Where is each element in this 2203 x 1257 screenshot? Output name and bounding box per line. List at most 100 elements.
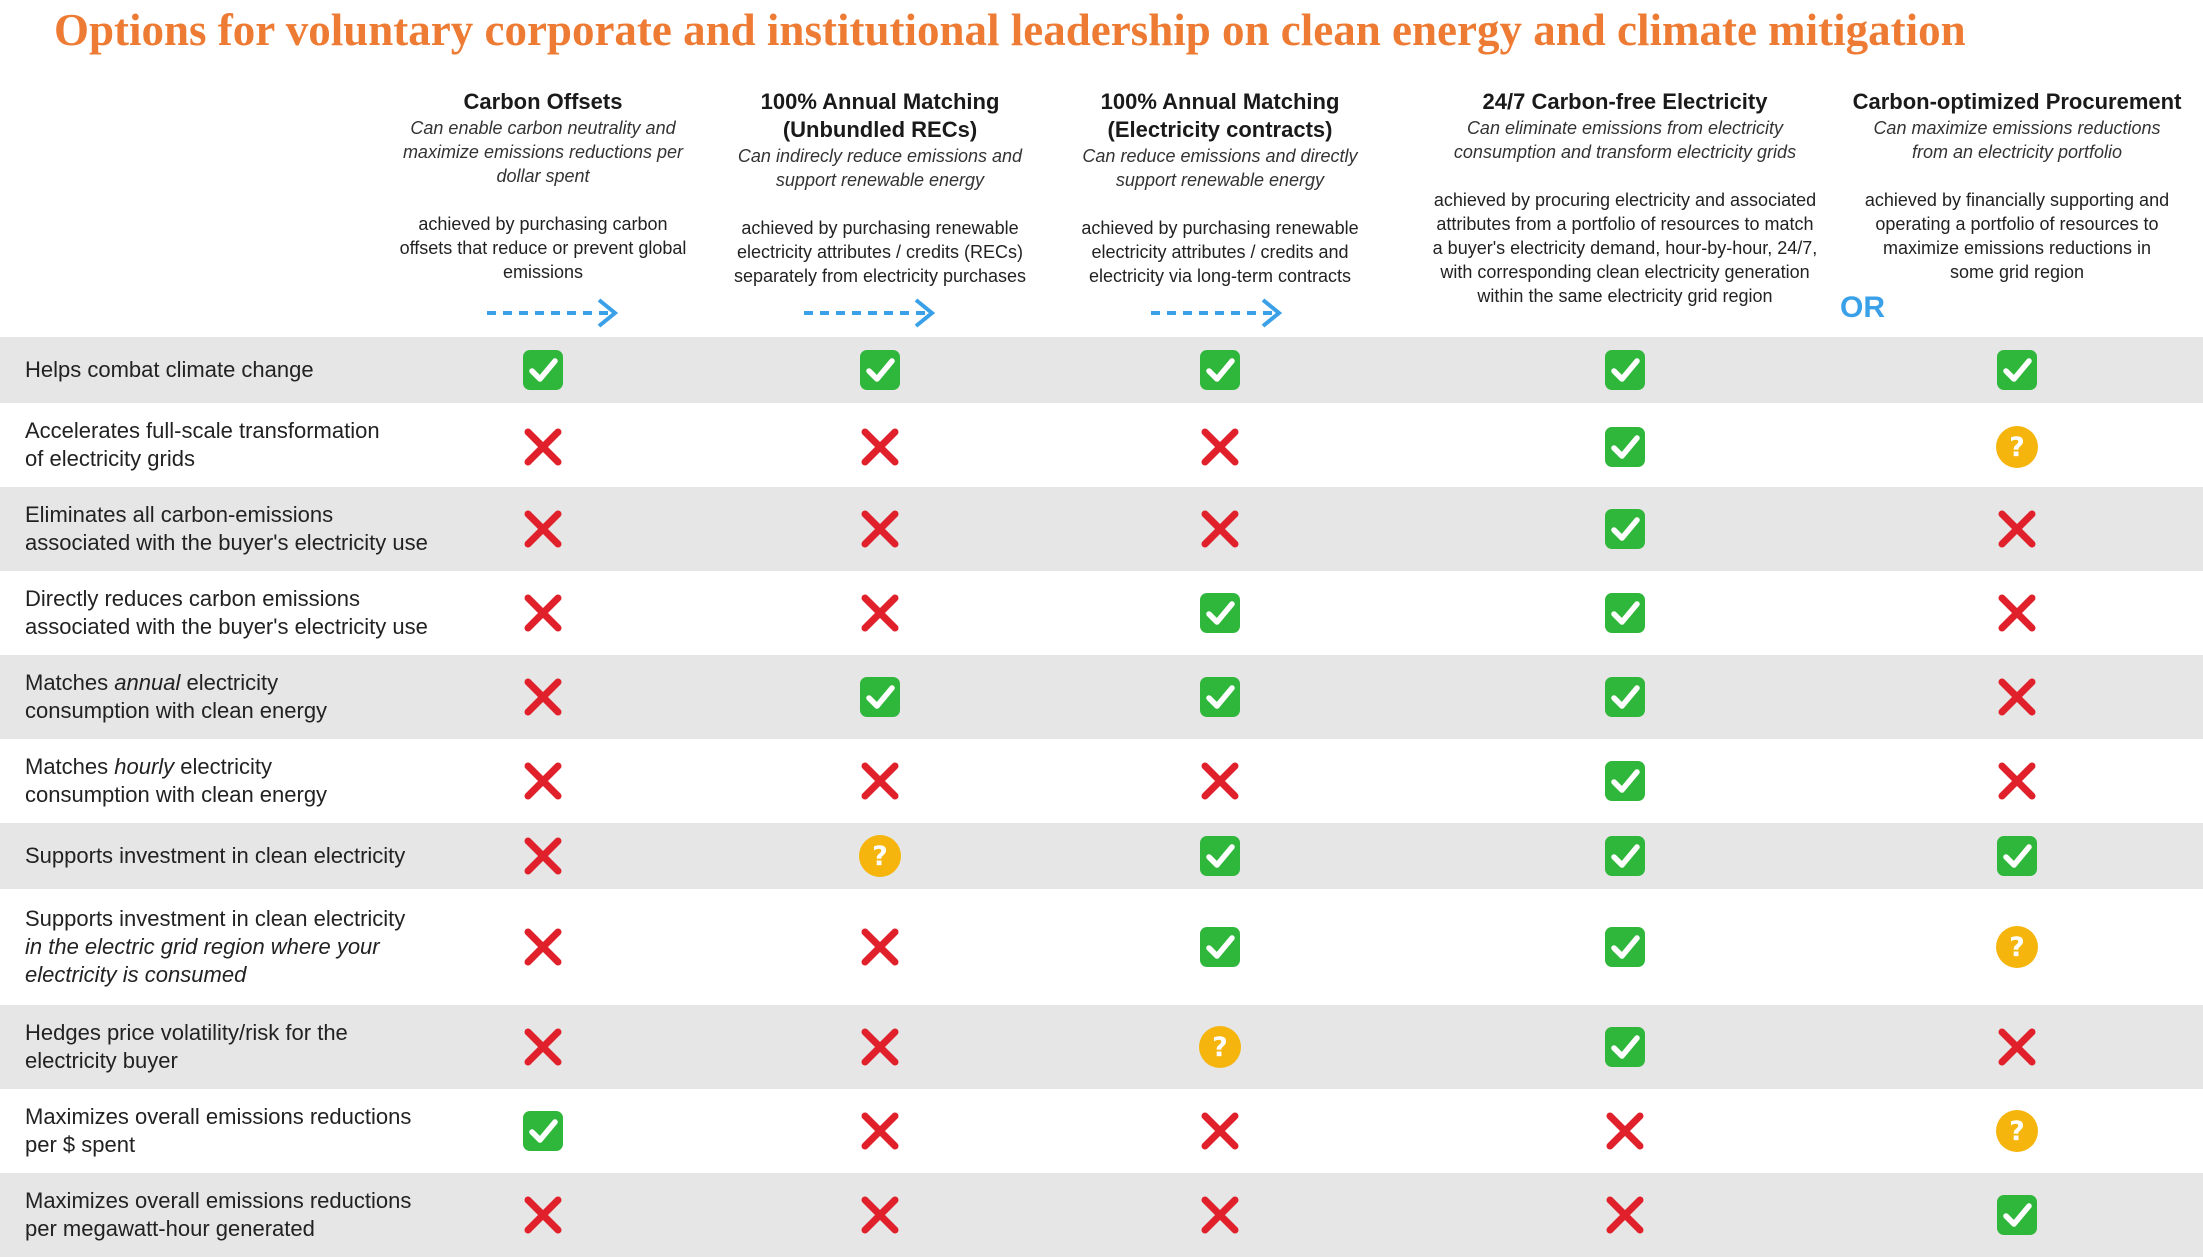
check-icon bbox=[521, 348, 565, 392]
table-row: Eliminates all carbon-emissions associate… bbox=[0, 487, 2203, 571]
check-icon bbox=[1603, 834, 1647, 878]
table-row: Maximizes overall emissions reductions pe… bbox=[0, 1173, 2203, 1257]
column-title: 100% Annual Matching (Unbundled RECs) bbox=[710, 88, 1050, 144]
row-label-line: consumption with clean energy bbox=[25, 697, 327, 725]
check-icon bbox=[1603, 675, 1647, 719]
row-label-line: Accelerates full-scale transformation bbox=[25, 417, 380, 445]
table-row: Supports investment in clean electricity… bbox=[0, 889, 2203, 1005]
column-header: Carbon Offsets Can enable carbon neutrali… bbox=[378, 88, 708, 284]
question-icon: ? bbox=[1995, 1109, 2039, 1153]
column-title-line: 100% Annual Matching bbox=[760, 89, 1000, 114]
column-subtitle: Can maximize emissions reductions from an… bbox=[1837, 116, 2197, 164]
column-header: Carbon-optimized Procurement Can maximize… bbox=[1837, 88, 2197, 284]
column-subtitle: Can reduce emissions and directly support… bbox=[1060, 144, 1380, 192]
column-description: achieved by purchasing renewable electric… bbox=[710, 216, 1050, 288]
row-label-segment: Matches bbox=[25, 670, 115, 695]
row-label: Supports investment in clean electricity… bbox=[25, 905, 405, 989]
table-row: Matches hourly electricity consumption wi… bbox=[0, 739, 2203, 823]
row-label-segment: electricity bbox=[174, 754, 272, 779]
row-label-line: in the electric grid region where your bbox=[25, 933, 405, 961]
column-title: 24/7 Carbon-free Electricity bbox=[1405, 88, 1845, 116]
row-label-segment: in the electric grid region where your bbox=[25, 934, 380, 959]
row-label-segment: Maximizes overall emissions reductions bbox=[25, 1188, 412, 1213]
check-icon bbox=[1198, 591, 1242, 635]
dashed-arrow-icon bbox=[483, 296, 623, 330]
check-icon bbox=[1603, 591, 1647, 635]
row-label-segment: per $ spent bbox=[25, 1132, 136, 1157]
cross-icon bbox=[521, 1025, 565, 1069]
row-label-segment: annual bbox=[114, 670, 181, 695]
row-label: Accelerates full-scale transformation of … bbox=[25, 417, 380, 473]
column-subtitle-line: support renewable energy bbox=[1115, 170, 1325, 190]
row-label-line: Eliminates all carbon-emissions bbox=[25, 501, 428, 529]
row-label-segment: consumption with clean energy bbox=[25, 782, 328, 807]
check-icon bbox=[1995, 348, 2039, 392]
check-icon bbox=[1198, 348, 1242, 392]
question-icon: ? bbox=[1995, 425, 2039, 469]
check-icon bbox=[1603, 1025, 1647, 1069]
row-label-line: Supports investment in clean electricity bbox=[25, 905, 405, 933]
row-label-segment: associated with the buyer's electricity … bbox=[25, 614, 428, 639]
page-title: Options for voluntary corporate and inst… bbox=[54, 5, 1966, 55]
row-label-segment: of electricity grids bbox=[25, 446, 195, 471]
table-row: Matches annual electricity consumption wi… bbox=[0, 655, 2203, 739]
column-description-line: achieved by purchasing renewable bbox=[741, 218, 1019, 238]
column-description-line: achieved by purchasing carbon bbox=[418, 214, 668, 234]
question-icon: ? bbox=[858, 834, 902, 878]
table-row: Directly reduces carbon emissions associa… bbox=[0, 571, 2203, 655]
cross-icon bbox=[1198, 1109, 1242, 1153]
row-label-line: electricity is consumed bbox=[25, 961, 405, 989]
row-label-segment: Matches bbox=[25, 754, 115, 779]
column-header: 24/7 Carbon-free Electricity Can eliminat… bbox=[1405, 88, 1845, 308]
cross-icon bbox=[1198, 507, 1242, 551]
cross-icon bbox=[1198, 425, 1242, 469]
cross-icon bbox=[1995, 507, 2039, 551]
table-row: Maximizes overall emissions reductions pe… bbox=[0, 1089, 2203, 1173]
column-description-line: electricity attributes / credits (RECs) bbox=[736, 242, 1024, 262]
column-description-line: a buyer's electricity demand, hour-by-ho… bbox=[1432, 238, 1818, 258]
column-description: achieved by purchasing carbon offsets tha… bbox=[378, 212, 708, 284]
cross-icon bbox=[858, 425, 902, 469]
cross-icon bbox=[1995, 675, 2039, 719]
column-subtitle-line: Can indirecly reduce emissions and bbox=[737, 146, 1023, 166]
row-label-line: Hedges price volatility/risk for the bbox=[25, 1019, 348, 1047]
column-description-line: with corresponding clean electricity gen… bbox=[1440, 262, 1810, 282]
column-description: achieved by financially supporting and op… bbox=[1837, 188, 2197, 284]
question-icon: ? bbox=[1198, 1025, 1242, 1069]
row-label-segment: Helps combat climate change bbox=[25, 357, 314, 382]
column-subtitle: Can eliminate emissions from electricity… bbox=[1405, 116, 1845, 164]
row-label-line: per $ spent bbox=[25, 1131, 411, 1159]
cross-icon bbox=[858, 759, 902, 803]
column-header: 100% Annual Matching (Electricity contrac… bbox=[1060, 88, 1380, 288]
check-icon bbox=[858, 348, 902, 392]
cross-icon bbox=[858, 591, 902, 635]
column-title: Carbon-optimized Procurement bbox=[1837, 88, 2197, 116]
svg-text:?: ? bbox=[2009, 932, 2025, 963]
row-label-line: Directly reduces carbon emissions bbox=[25, 585, 428, 613]
cross-icon bbox=[858, 1025, 902, 1069]
row-label-line: Maximizes overall emissions reductions bbox=[25, 1103, 411, 1131]
cross-icon bbox=[858, 1109, 902, 1153]
column-title-line: Carbon-optimized Procurement bbox=[1852, 89, 2182, 114]
table-row: Hedges price volatility/risk for the elec… bbox=[0, 1005, 2203, 1089]
row-label-line: associated with the buyer's electricity … bbox=[25, 529, 428, 557]
cross-icon bbox=[858, 925, 902, 969]
row-label-line: Matches hourly electricity bbox=[25, 753, 327, 781]
cross-icon bbox=[521, 834, 565, 878]
column-description-line: achieved by financially supporting and bbox=[1864, 190, 2170, 210]
row-label-segment: electricity is consumed bbox=[25, 962, 247, 987]
column-subtitle: Can enable carbon neutrality and maximize… bbox=[378, 116, 708, 188]
table-row: Accelerates full-scale transformation of … bbox=[0, 403, 2203, 487]
row-label-line: Matches annual electricity bbox=[25, 669, 327, 697]
check-icon bbox=[1603, 425, 1647, 469]
row-label: Eliminates all carbon-emissions associate… bbox=[25, 501, 428, 557]
column-subtitle-line: dollar spent bbox=[496, 166, 590, 186]
check-icon bbox=[1198, 834, 1242, 878]
column-subtitle-line: from an electricity portfolio bbox=[1911, 142, 2123, 162]
column-description-line: some grid region bbox=[1949, 262, 2085, 282]
cross-icon bbox=[1995, 591, 2039, 635]
cross-icon bbox=[521, 925, 565, 969]
column-subtitle-line: support renewable energy bbox=[775, 170, 985, 190]
cross-icon bbox=[521, 507, 565, 551]
row-label: Maximizes overall emissions reductions pe… bbox=[25, 1103, 411, 1159]
